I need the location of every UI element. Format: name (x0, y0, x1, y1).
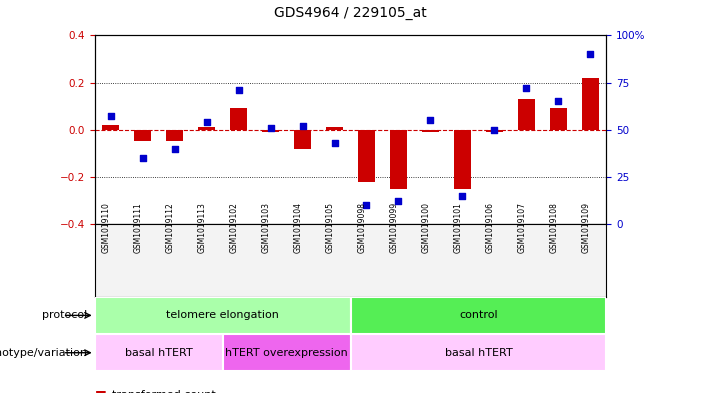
Bar (191, 224, 223, 297)
Text: GSM1019098: GSM1019098 (358, 202, 367, 253)
Point (233, 87, 244, 93)
Text: GSM1019109: GSM1019109 (581, 202, 590, 253)
Text: genotype/variation: genotype/variation (0, 348, 88, 358)
Text: GSM1019106: GSM1019106 (485, 202, 494, 253)
Text: telomere elongation: telomere elongation (166, 310, 279, 320)
Text: GSM1019102: GSM1019102 (229, 202, 238, 253)
Point (457, 193, 468, 199)
Bar (574, 224, 606, 297)
Point (425, 117, 436, 123)
Bar (350, 224, 383, 297)
Bar (261, 130, 279, 132)
Bar (95, 224, 127, 297)
Bar (422, 130, 440, 132)
Bar (478, 224, 510, 297)
Bar (517, 99, 535, 130)
Point (137, 155, 148, 161)
Bar (127, 224, 158, 297)
Text: basal hTERT: basal hTERT (125, 348, 193, 358)
Point (521, 85, 532, 91)
Point (297, 123, 308, 129)
Text: GDS4964 / 229105_at: GDS4964 / 229105_at (274, 6, 427, 20)
Text: basal hTERT: basal hTERT (444, 348, 512, 358)
Bar (318, 224, 350, 297)
Text: hTERT overexpression: hTERT overexpression (225, 348, 348, 358)
Bar (543, 224, 574, 297)
Bar (223, 224, 254, 297)
Bar (350, 334, 606, 371)
Bar (390, 130, 407, 189)
Bar (102, 125, 119, 130)
Text: GSM1019099: GSM1019099 (390, 202, 398, 253)
Bar (95, 334, 223, 371)
Text: control: control (459, 310, 498, 320)
Text: GSM1019108: GSM1019108 (550, 202, 559, 253)
Bar (223, 334, 350, 371)
Text: protocol: protocol (42, 310, 88, 320)
Bar (358, 130, 375, 182)
Bar (486, 130, 503, 132)
Point (169, 145, 180, 152)
Bar (230, 108, 247, 130)
Bar (158, 224, 191, 297)
Point (585, 51, 596, 57)
Text: GSM1019107: GSM1019107 (517, 202, 526, 253)
Bar (350, 297, 606, 334)
Point (553, 98, 564, 105)
Text: GSM1019103: GSM1019103 (261, 202, 271, 253)
Point (329, 140, 340, 146)
Point (105, 113, 116, 119)
Bar (294, 130, 311, 149)
Point (201, 119, 212, 125)
Bar (198, 127, 215, 130)
Text: GSM1019105: GSM1019105 (325, 202, 334, 253)
Bar (582, 78, 599, 130)
Bar (326, 127, 343, 130)
Point (393, 198, 404, 204)
Text: GSM1019113: GSM1019113 (198, 202, 207, 253)
Bar (287, 224, 318, 297)
Text: GSM1019100: GSM1019100 (421, 202, 430, 253)
Bar (134, 130, 151, 141)
Text: ■: ■ (95, 388, 107, 393)
Text: transformed count: transformed count (112, 390, 216, 393)
Bar (414, 224, 447, 297)
Bar (550, 108, 567, 130)
Bar (254, 224, 287, 297)
Point (265, 125, 276, 131)
Bar (166, 130, 184, 141)
Bar (454, 130, 471, 189)
Text: GSM1019101: GSM1019101 (454, 202, 463, 253)
Bar (510, 224, 543, 297)
Text: GSM1019111: GSM1019111 (134, 202, 142, 253)
Text: GSM1019104: GSM1019104 (294, 202, 303, 253)
Bar (447, 224, 478, 297)
Bar (383, 224, 414, 297)
Bar (95, 297, 350, 334)
Text: GSM1019110: GSM1019110 (102, 202, 111, 253)
Point (361, 202, 372, 208)
Point (489, 127, 500, 133)
Text: GSM1019112: GSM1019112 (165, 202, 175, 253)
